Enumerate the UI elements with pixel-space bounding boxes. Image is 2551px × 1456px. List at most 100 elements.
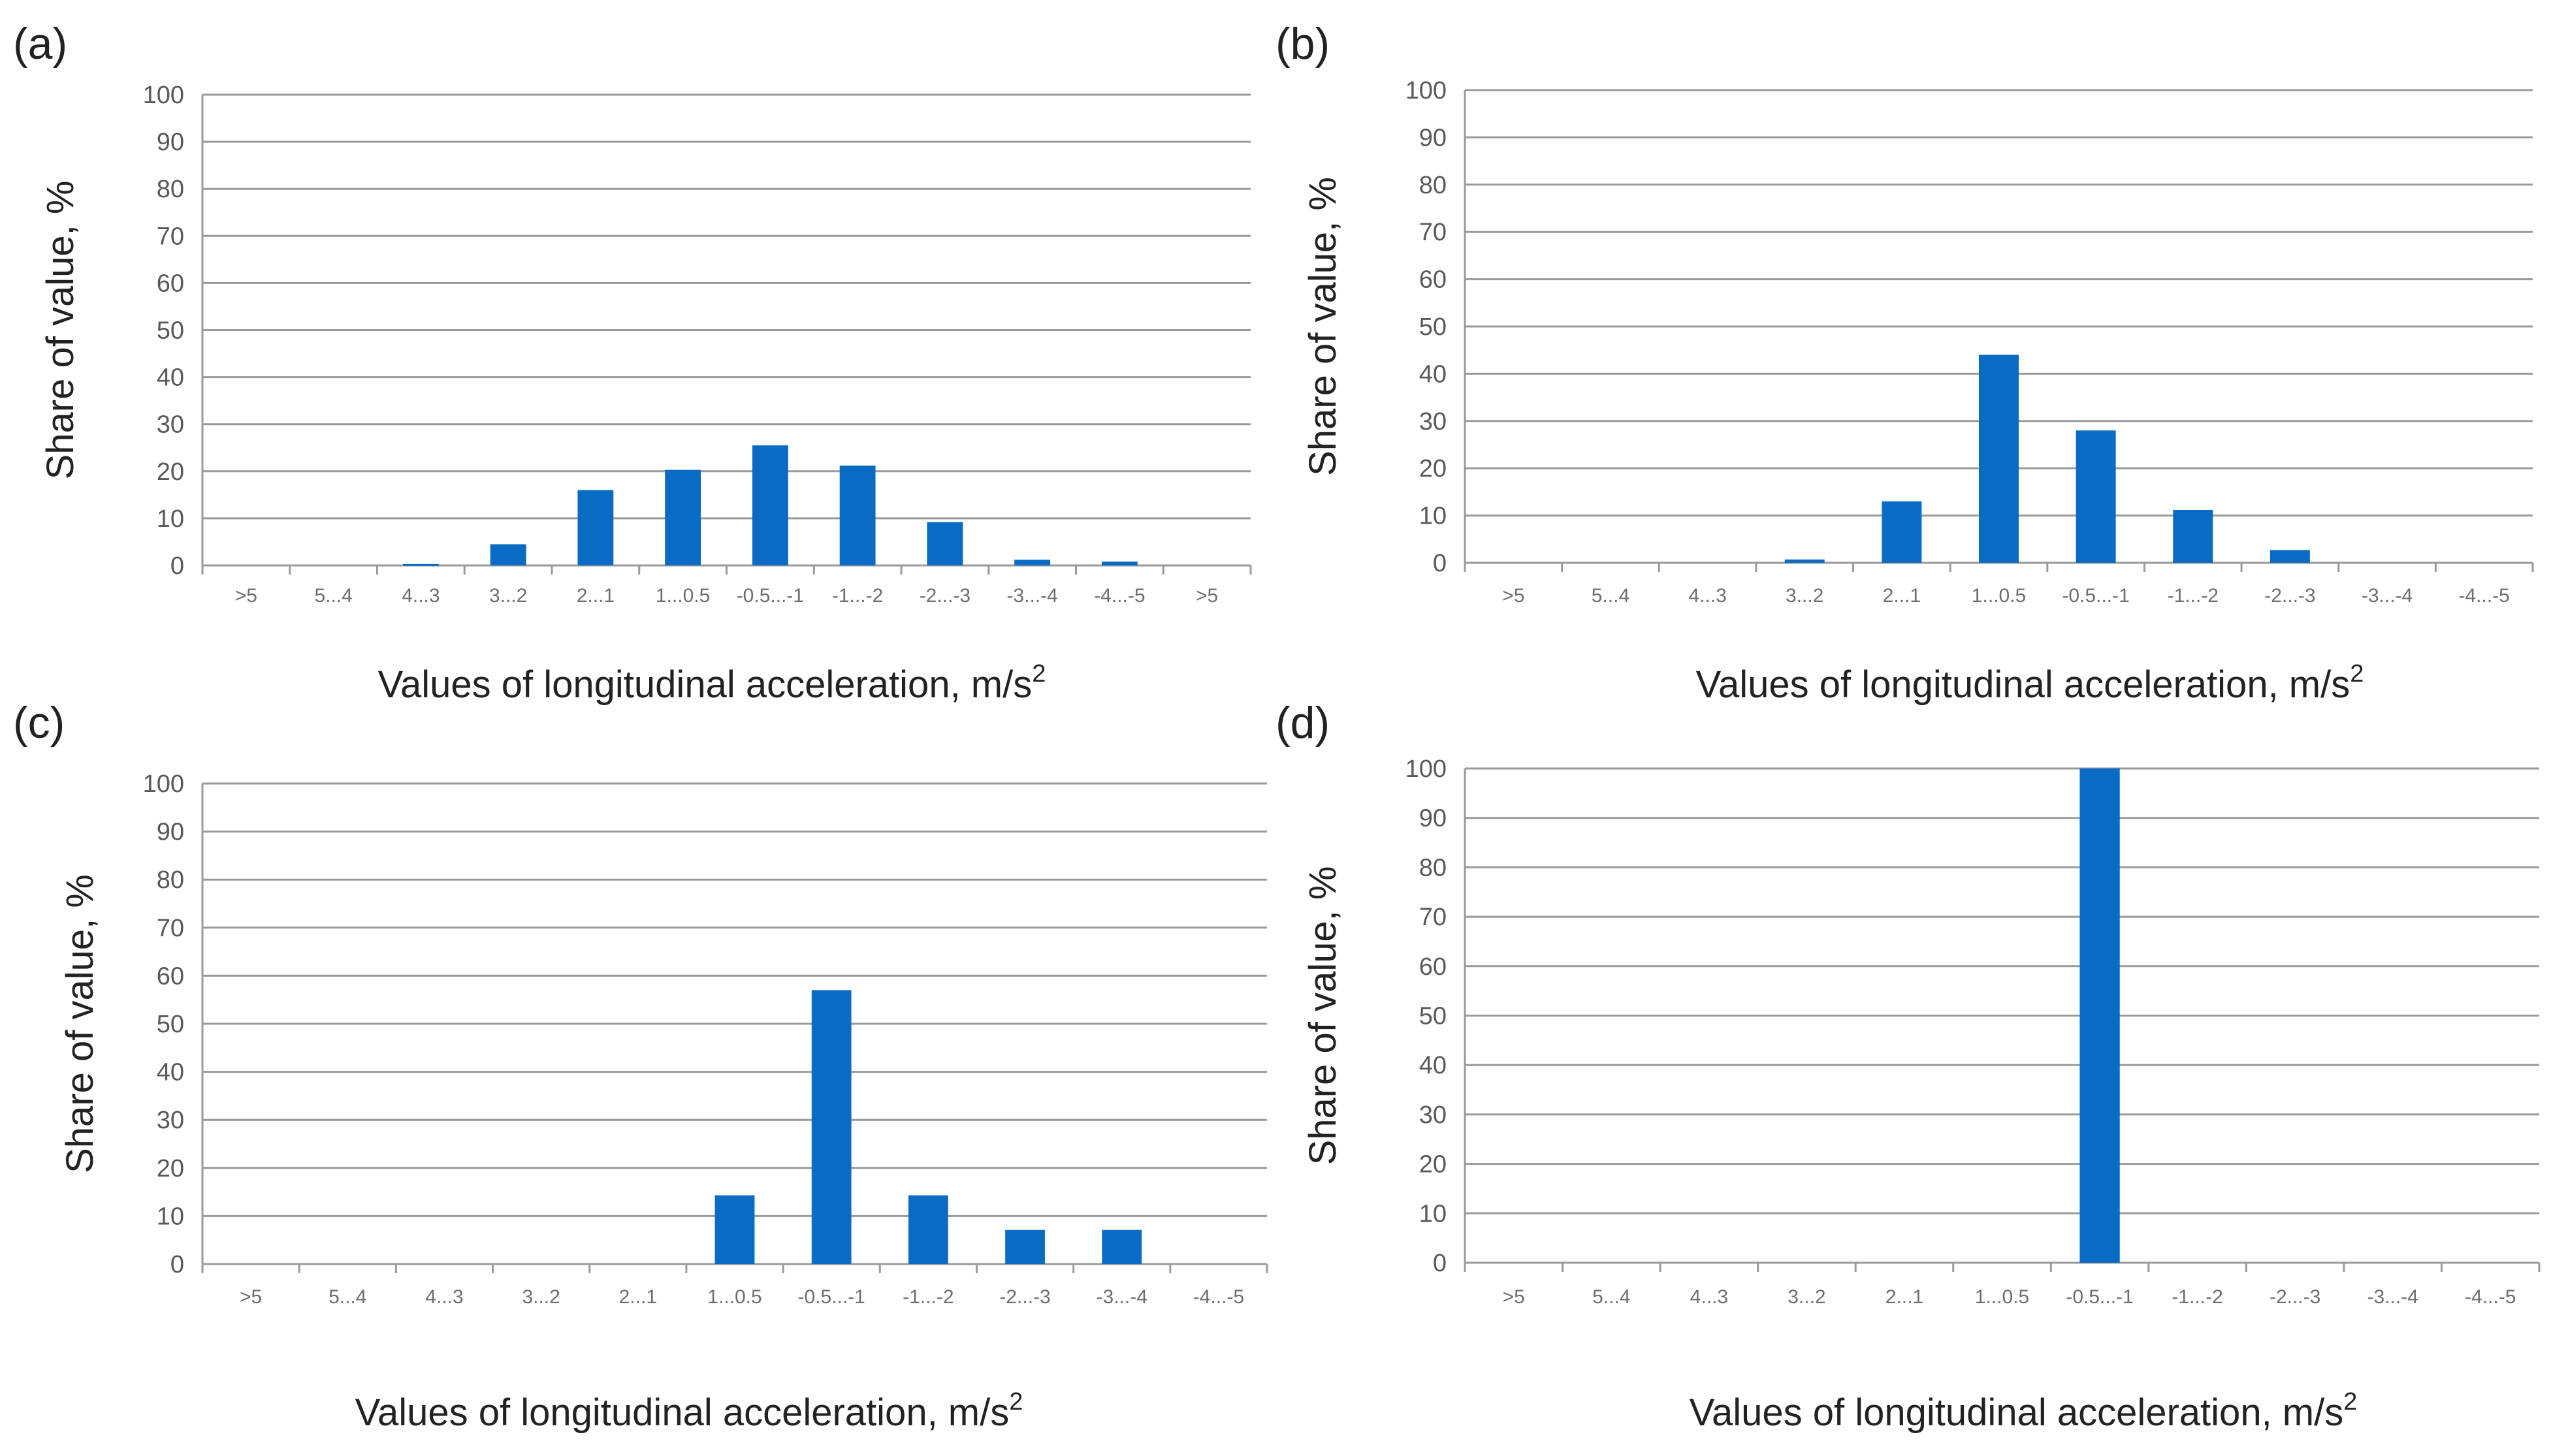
ytick-label-a: 90 <box>157 129 184 156</box>
ytick-label-d: 60 <box>1419 953 1447 981</box>
xtick-label-d: 3...2 <box>1788 1286 1825 1308</box>
x-axis-title-c: Values of longitudinal acceleration, m/s… <box>355 1388 1023 1434</box>
ytick-label-b: 100 <box>1405 77 1447 104</box>
xtick-label-b: 4...3 <box>1688 585 1726 607</box>
ytick-label-a: 50 <box>157 317 184 345</box>
y-axis-title-a: Share of value, % <box>39 181 82 480</box>
ytick-label-a: 70 <box>157 223 184 250</box>
xtick-label-b: 2...1 <box>1883 585 1921 607</box>
y-axis-title-d: Share of value, % <box>1302 866 1344 1165</box>
x-axis-title-superscript-c: 2 <box>1009 1388 1023 1416</box>
ytick-label-a: 80 <box>157 176 184 203</box>
ytick-label-a: 40 <box>157 364 184 392</box>
xtick-label-d: 5...4 <box>1592 1286 1630 1308</box>
bar-a-8 <box>927 522 963 565</box>
ytick-label-d: 10 <box>1419 1200 1447 1227</box>
x-axis-title-superscript-d: 2 <box>2343 1388 2357 1416</box>
xtick-label-a: -3...-4 <box>1006 585 1057 607</box>
xtick-label-b: -2...-3 <box>2264 585 2315 607</box>
xtick-label-d: -2...-3 <box>2270 1286 2320 1308</box>
bar-c-5 <box>714 1195 755 1264</box>
ytick-label-b: 90 <box>1419 124 1447 151</box>
xtick-label-d: 2...1 <box>1885 1286 1923 1308</box>
bar-a-10 <box>1101 562 1138 565</box>
ytick-label-d: 20 <box>1419 1151 1447 1179</box>
xtick-label-b: 5...4 <box>1592 585 1629 607</box>
xtick-label-d: 4...3 <box>1690 1286 1728 1308</box>
x-axis-title-text-a: Values of longitudinal acceleration, m/s <box>378 663 1033 706</box>
bar-b-6 <box>2076 430 2116 563</box>
bar-b-7 <box>2173 509 2213 563</box>
xtick-label-c: -3...-4 <box>1097 1286 1147 1308</box>
ytick-label-a: 0 <box>170 552 184 580</box>
ytick-label-b: 30 <box>1419 408 1447 435</box>
xtick-label-b: -4...-5 <box>2459 585 2510 607</box>
ytick-label-a: 100 <box>143 82 184 109</box>
xtick-label-b: -1...-2 <box>2168 585 2219 607</box>
xtick-label-c: -2...-3 <box>999 1286 1050 1308</box>
ytick-label-d: 70 <box>1419 904 1447 931</box>
chart-d-svg: (d) 0 10 20 30 40 50 60 70 80 90 100 >5 5...4 4...3 3..… <box>1276 698 2541 1434</box>
bar-c-9 <box>1102 1229 1142 1264</box>
ytick-label-b: 0 <box>1433 550 1447 577</box>
x-axis-title-b: Values of longitudinal acceleration, m/s… <box>1696 660 2364 706</box>
bar-a-7 <box>839 466 876 565</box>
chart-panel-d: (d) 0 10 20 30 40 50 60 70 80 90 100 >5 5...4 4...3 3..… <box>1276 698 2551 1456</box>
ytick-label-b: 60 <box>1419 266 1447 294</box>
xtick-label-d: -4...-5 <box>2465 1286 2516 1308</box>
ytick-label-d: 100 <box>1405 755 1447 783</box>
bar-b-3 <box>1784 559 1825 563</box>
xtick-label-d: -1...-2 <box>2172 1286 2222 1308</box>
xtick-label-c: 5...4 <box>329 1286 366 1308</box>
ytick-label-c: 50 <box>157 1011 184 1038</box>
ytick-label-c: 100 <box>143 770 184 798</box>
xtick-label-b: -3...-4 <box>2362 585 2413 607</box>
ytick-label-c: 70 <box>157 915 184 942</box>
ytick-label-b: 50 <box>1419 313 1447 341</box>
ytick-label-b: 40 <box>1419 360 1447 388</box>
chart-panel-c: (c) 0 10 20 30 40 50 60 70 80 90 100 >5 5...4 4...3 3..… <box>0 698 1276 1456</box>
xtick-label-b: 1...0.5 <box>1972 585 2026 607</box>
bar-a-3 <box>490 544 526 565</box>
ytick-label-d: 0 <box>1433 1250 1447 1277</box>
chart-panel-b: (b) 0 10 20 30 40 50 60 70 80 90 100 >5 5...4 4...3 3..… <box>1276 0 2551 718</box>
ytick-label-c: 10 <box>157 1203 184 1230</box>
x-axis-title-text-d: Values of longitudinal acceleration, m/s <box>1690 1391 2344 1434</box>
ytick-label-b: 70 <box>1419 219 1447 246</box>
xtick-label-c: >5 <box>240 1286 262 1308</box>
xtick-label-d: >5 <box>1503 1286 1525 1308</box>
xtick-label-a: >5 <box>235 585 257 607</box>
bar-b-5 <box>1979 355 2019 563</box>
x-axis-title-superscript-b: 2 <box>2350 660 2364 688</box>
x-axis-title-a: Values of longitudinal acceleration, m/s… <box>378 660 1046 706</box>
xtick-label-c: -0.5...-1 <box>797 1286 865 1308</box>
ytick-label-c: 30 <box>157 1107 184 1134</box>
ytick-label-b: 80 <box>1419 172 1447 199</box>
xtick-label-a: 3...2 <box>489 585 527 607</box>
bar-c-8 <box>1005 1229 1045 1264</box>
xtick-label-d: 1...0.5 <box>1975 1286 2029 1308</box>
panel-label-c: (c) <box>13 698 65 748</box>
xtick-label-a: 5...4 <box>314 585 352 607</box>
bar-d-6 <box>2079 768 2120 1263</box>
bar-b-8 <box>2270 550 2310 563</box>
ytick-label-a: 60 <box>157 270 184 297</box>
x-axis-title-d: Values of longitudinal acceleration, m/s… <box>1690 1388 2358 1434</box>
ytick-label-d: 90 <box>1419 805 1447 832</box>
ytick-label-c: 20 <box>157 1155 184 1182</box>
xtick-label-a: 4...3 <box>402 585 440 607</box>
xtick-label-d: -0.5...-1 <box>2066 1286 2133 1308</box>
bar-b-4 <box>1882 501 1922 563</box>
bar-a-2 <box>402 563 439 566</box>
xtick-label-a: -1...-2 <box>832 585 883 607</box>
bar-c-7 <box>908 1195 948 1264</box>
xtick-label-b: >5 <box>1502 585 1524 607</box>
ytick-label-d: 50 <box>1419 1003 1447 1030</box>
x-axis-title-superscript-a: 2 <box>1032 660 1046 688</box>
ytick-label-c: 80 <box>157 866 184 894</box>
xtick-label-c: 4...3 <box>425 1286 463 1308</box>
ytick-label-d: 30 <box>1419 1101 1447 1129</box>
xtick-label-a: -2...-3 <box>920 585 971 607</box>
xtick-label-a: 2...1 <box>577 585 615 607</box>
bar-a-5 <box>665 469 701 565</box>
